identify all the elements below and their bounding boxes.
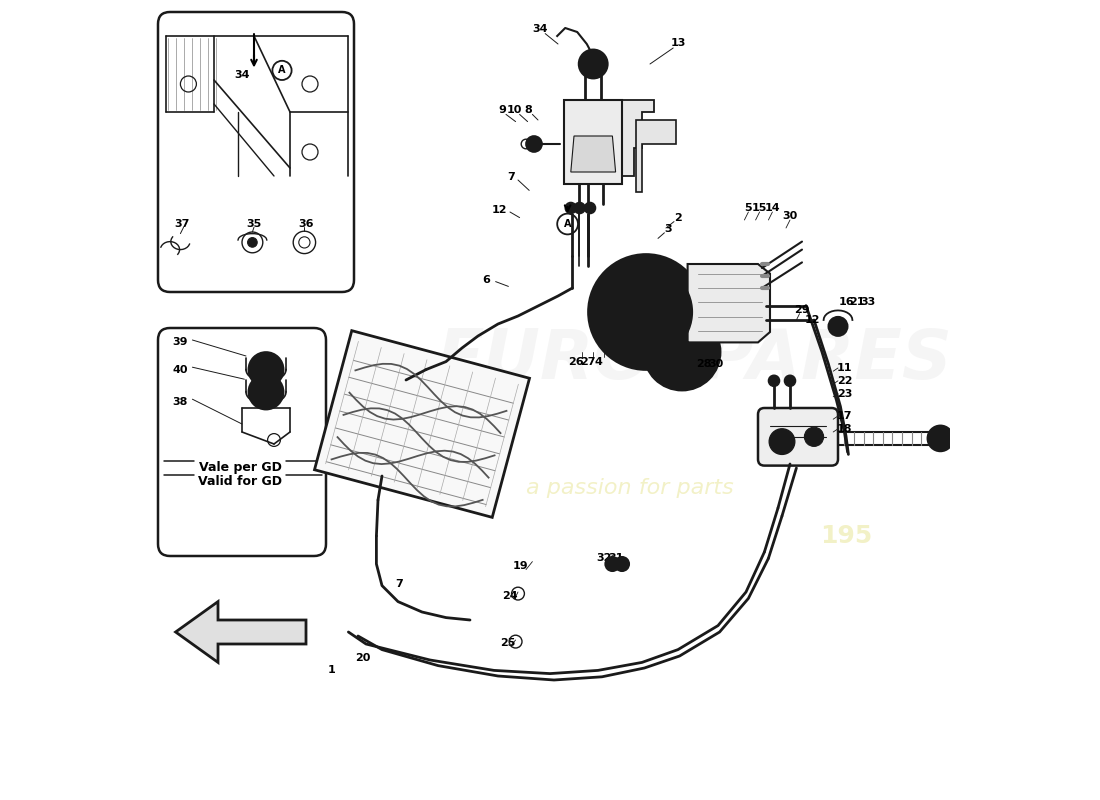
Text: 2: 2 xyxy=(674,213,682,222)
Text: 24: 24 xyxy=(503,591,518,601)
Text: 17: 17 xyxy=(837,411,852,421)
Circle shape xyxy=(605,557,619,571)
Circle shape xyxy=(638,304,654,320)
Text: 22: 22 xyxy=(837,376,852,386)
Circle shape xyxy=(588,254,704,370)
Circle shape xyxy=(616,282,626,292)
Circle shape xyxy=(676,307,686,317)
Circle shape xyxy=(600,266,692,358)
Text: 8: 8 xyxy=(525,106,532,115)
Circle shape xyxy=(641,342,651,352)
Polygon shape xyxy=(564,100,622,184)
Text: 3: 3 xyxy=(664,224,672,234)
Text: 15: 15 xyxy=(752,203,768,213)
Text: 9: 9 xyxy=(498,106,506,115)
Polygon shape xyxy=(688,264,770,342)
Text: 10: 10 xyxy=(507,106,522,115)
Circle shape xyxy=(574,202,585,214)
Circle shape xyxy=(526,136,542,152)
Text: 25: 25 xyxy=(499,638,515,648)
Circle shape xyxy=(784,375,795,386)
Text: 12: 12 xyxy=(804,315,821,325)
Polygon shape xyxy=(176,602,306,662)
Text: a passion for parts: a passion for parts xyxy=(526,478,734,498)
Text: 32: 32 xyxy=(596,553,612,562)
Circle shape xyxy=(670,340,694,364)
Text: 35: 35 xyxy=(246,219,262,229)
Polygon shape xyxy=(621,100,654,176)
Polygon shape xyxy=(637,120,676,192)
Text: 36: 36 xyxy=(298,219,314,229)
Text: 31: 31 xyxy=(608,553,624,562)
Circle shape xyxy=(667,282,675,292)
Text: 33: 33 xyxy=(861,298,876,307)
Circle shape xyxy=(249,374,284,410)
Circle shape xyxy=(584,202,595,214)
Text: 11: 11 xyxy=(837,363,852,373)
Text: EUROSPARES: EUROSPARES xyxy=(436,326,952,394)
Circle shape xyxy=(615,557,629,571)
Text: 28: 28 xyxy=(696,359,712,369)
Text: 29: 29 xyxy=(794,306,810,315)
Circle shape xyxy=(769,375,780,386)
Circle shape xyxy=(621,288,670,336)
Text: A: A xyxy=(564,219,571,229)
Circle shape xyxy=(606,307,616,317)
Circle shape xyxy=(966,454,982,470)
Circle shape xyxy=(616,332,626,342)
Text: 26: 26 xyxy=(569,357,584,366)
Circle shape xyxy=(804,427,824,446)
Text: Valid for GD: Valid for GD xyxy=(198,475,283,488)
Circle shape xyxy=(927,426,954,451)
Circle shape xyxy=(644,314,721,390)
Text: 13: 13 xyxy=(670,38,685,48)
Circle shape xyxy=(654,324,710,380)
Text: 23: 23 xyxy=(837,389,852,398)
Text: 1: 1 xyxy=(328,666,336,675)
Text: 34: 34 xyxy=(531,24,548,34)
Text: 20: 20 xyxy=(355,653,371,662)
Text: 12: 12 xyxy=(492,205,507,214)
Circle shape xyxy=(667,332,675,342)
Circle shape xyxy=(769,429,795,454)
Circle shape xyxy=(828,317,848,336)
Text: 4: 4 xyxy=(595,357,603,366)
Text: 30: 30 xyxy=(708,359,723,369)
Text: 16: 16 xyxy=(838,298,854,307)
Circle shape xyxy=(641,272,651,282)
Text: 7: 7 xyxy=(396,579,404,589)
Text: 39: 39 xyxy=(173,338,188,347)
Circle shape xyxy=(585,56,602,72)
Text: 195: 195 xyxy=(820,524,872,548)
Text: 37: 37 xyxy=(174,219,189,229)
FancyBboxPatch shape xyxy=(758,408,838,466)
Text: 30: 30 xyxy=(782,211,797,221)
Circle shape xyxy=(249,352,284,387)
Text: Vale per GD: Vale per GD xyxy=(199,461,282,474)
Text: 40: 40 xyxy=(173,365,188,374)
Text: 18: 18 xyxy=(837,424,852,434)
Text: 14: 14 xyxy=(764,203,780,213)
Text: 6: 6 xyxy=(482,275,490,285)
Text: 7: 7 xyxy=(508,172,516,182)
Text: 34: 34 xyxy=(234,70,250,80)
Text: 38: 38 xyxy=(173,397,188,406)
Polygon shape xyxy=(315,330,529,518)
Circle shape xyxy=(248,238,257,247)
Text: 27: 27 xyxy=(580,357,595,366)
Text: 21: 21 xyxy=(849,298,865,307)
Circle shape xyxy=(579,50,607,78)
Polygon shape xyxy=(571,136,616,172)
Text: 5: 5 xyxy=(745,203,752,213)
Text: A: A xyxy=(278,66,286,75)
Circle shape xyxy=(565,202,576,214)
Text: 19: 19 xyxy=(513,562,528,571)
